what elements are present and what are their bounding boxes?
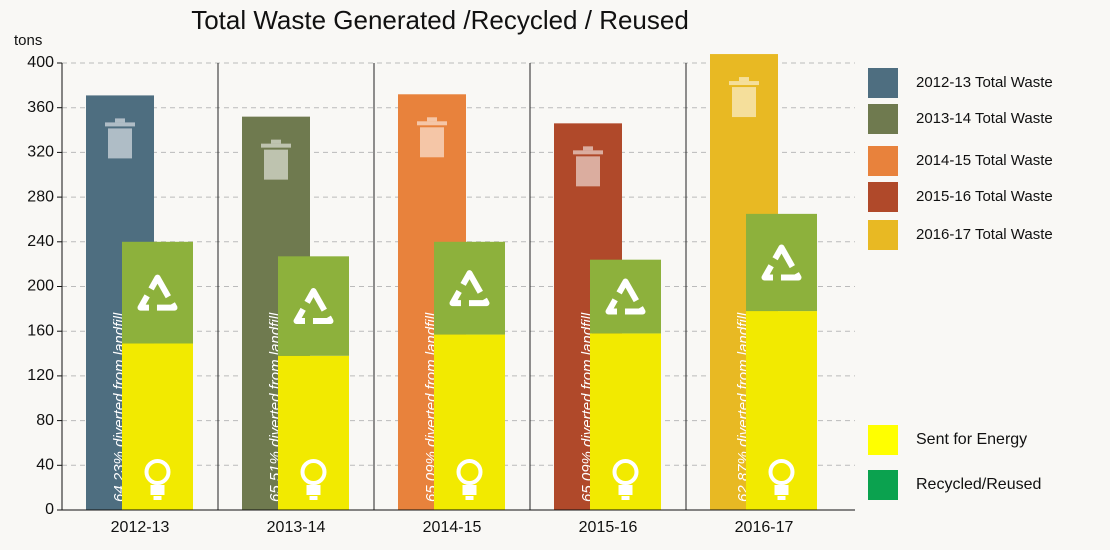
y-tick-label: 120 xyxy=(27,367,54,384)
y-tick-label: 80 xyxy=(36,412,54,429)
bar-segment xyxy=(278,256,349,356)
bar-segment xyxy=(590,333,661,510)
trash-icon xyxy=(427,117,437,122)
bulb-icon xyxy=(144,459,171,485)
legend-label: 2013-14 Total Waste xyxy=(916,110,1053,127)
y-tick-label: 0 xyxy=(45,501,54,518)
chart-title: Total Waste Generated /Recycled / Reused xyxy=(191,5,689,35)
legend-swatch xyxy=(868,146,898,176)
legend-label: 2014-15 Total Waste xyxy=(916,152,1053,169)
legend-label: 2015-16 Total Waste xyxy=(916,188,1053,205)
bulb-icon xyxy=(768,459,795,485)
legend-swatch xyxy=(868,68,898,98)
x-tick-label: 2014-15 xyxy=(423,519,482,536)
trash-icon xyxy=(417,121,447,126)
bulb-icon xyxy=(621,496,630,500)
recycle-icon xyxy=(761,244,802,281)
bulb-icon xyxy=(777,496,786,500)
y-tick-label: 280 xyxy=(27,188,54,205)
bulb-icon xyxy=(300,459,327,485)
bar-segment xyxy=(122,241,193,344)
recycle-icon xyxy=(137,274,178,311)
trash-icon xyxy=(732,87,756,118)
recycle-icon xyxy=(605,278,646,315)
legend-label: Recycled/Reused xyxy=(916,476,1041,493)
trash-icon xyxy=(729,81,759,86)
y-tick-label: 160 xyxy=(27,322,54,339)
legend-swatch xyxy=(868,182,898,212)
x-tick-label: 2015-16 xyxy=(579,519,638,536)
legend-swatch xyxy=(868,104,898,134)
y-tick-label: 40 xyxy=(36,457,54,474)
trash-icon xyxy=(573,150,603,155)
bar-segment xyxy=(434,241,505,335)
legend-swatch xyxy=(868,425,898,455)
bar-segment xyxy=(434,334,505,510)
legend-label: Sent for Energy xyxy=(916,431,1027,448)
trash-icon xyxy=(115,118,125,123)
trash-icon xyxy=(105,122,135,127)
bulb-icon xyxy=(153,496,162,500)
trash-icon xyxy=(576,156,600,187)
bulb-icon xyxy=(465,496,474,500)
y-tick-label: 360 xyxy=(27,99,54,116)
x-tick-label: 2012-13 xyxy=(111,519,170,536)
bar-segment xyxy=(746,213,817,312)
bulb-icon xyxy=(774,485,789,495)
bulb-icon xyxy=(309,496,318,500)
bar-segment xyxy=(590,259,661,334)
bulb-icon xyxy=(456,459,483,485)
y-tick-label: 200 xyxy=(27,278,54,295)
trash-icon xyxy=(420,127,444,158)
trash-icon xyxy=(108,128,132,159)
recycle-icon xyxy=(449,270,490,307)
trash-icon xyxy=(271,139,281,144)
bulb-icon xyxy=(306,485,321,495)
trash-icon xyxy=(261,143,291,148)
legend-label: 2012-13 Total Waste xyxy=(916,74,1053,91)
y-axis-label: tons xyxy=(14,32,42,49)
legend-swatch xyxy=(868,470,898,500)
bulb-icon xyxy=(462,485,477,495)
x-tick-label: 2016-17 xyxy=(735,519,794,536)
legend-swatch xyxy=(868,220,898,250)
bulb-icon xyxy=(150,485,165,495)
x-tick-label: 2013-14 xyxy=(267,519,326,536)
trash-icon xyxy=(583,146,593,151)
trash-icon xyxy=(264,149,288,180)
bar-segment xyxy=(746,311,817,510)
legend-label: 2016-17 Total Waste xyxy=(916,226,1053,243)
y-tick-label: 320 xyxy=(27,144,54,161)
y-tick-label: 240 xyxy=(27,233,54,250)
bulb-icon xyxy=(612,459,639,485)
bulb-icon xyxy=(618,485,633,495)
recycle-icon xyxy=(293,288,334,325)
y-tick-label: 400 xyxy=(27,54,54,71)
trash-icon xyxy=(739,77,749,82)
